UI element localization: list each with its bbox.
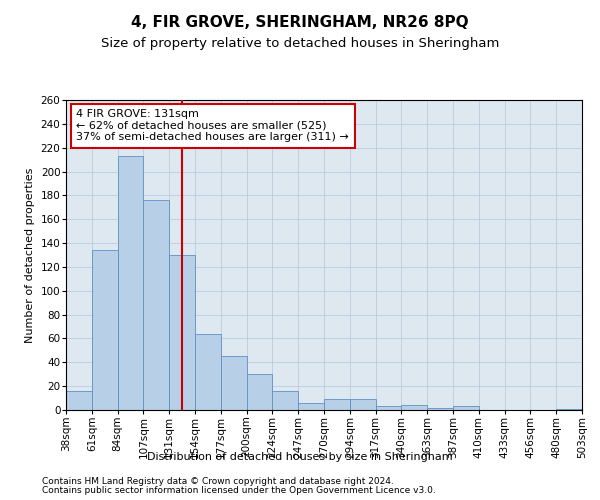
Bar <box>66 391 92 410</box>
Text: Size of property relative to detached houses in Sheringham: Size of property relative to detached ho… <box>101 38 499 51</box>
Bar <box>169 255 195 410</box>
Text: Distribution of detached houses by size in Sheringham: Distribution of detached houses by size … <box>147 452 453 462</box>
Bar <box>298 403 324 410</box>
Bar <box>118 156 143 410</box>
Bar <box>453 406 479 410</box>
Bar <box>324 400 350 410</box>
Bar <box>350 400 376 410</box>
Bar <box>92 250 118 410</box>
Text: Contains public sector information licensed under the Open Government Licence v3: Contains public sector information licen… <box>42 486 436 495</box>
Y-axis label: Number of detached properties: Number of detached properties <box>25 168 35 342</box>
Bar <box>376 406 401 410</box>
Bar <box>221 356 247 410</box>
Bar <box>143 200 169 410</box>
Bar <box>247 374 272 410</box>
Bar <box>401 405 427 410</box>
Bar <box>556 409 582 410</box>
Text: Contains HM Land Registry data © Crown copyright and database right 2024.: Contains HM Land Registry data © Crown c… <box>42 477 394 486</box>
Bar <box>195 334 221 410</box>
Text: 4, FIR GROVE, SHERINGHAM, NR26 8PQ: 4, FIR GROVE, SHERINGHAM, NR26 8PQ <box>131 15 469 30</box>
Text: 4 FIR GROVE: 131sqm
← 62% of detached houses are smaller (525)
37% of semi-detac: 4 FIR GROVE: 131sqm ← 62% of detached ho… <box>76 110 349 142</box>
Bar <box>272 391 298 410</box>
Bar <box>427 408 453 410</box>
